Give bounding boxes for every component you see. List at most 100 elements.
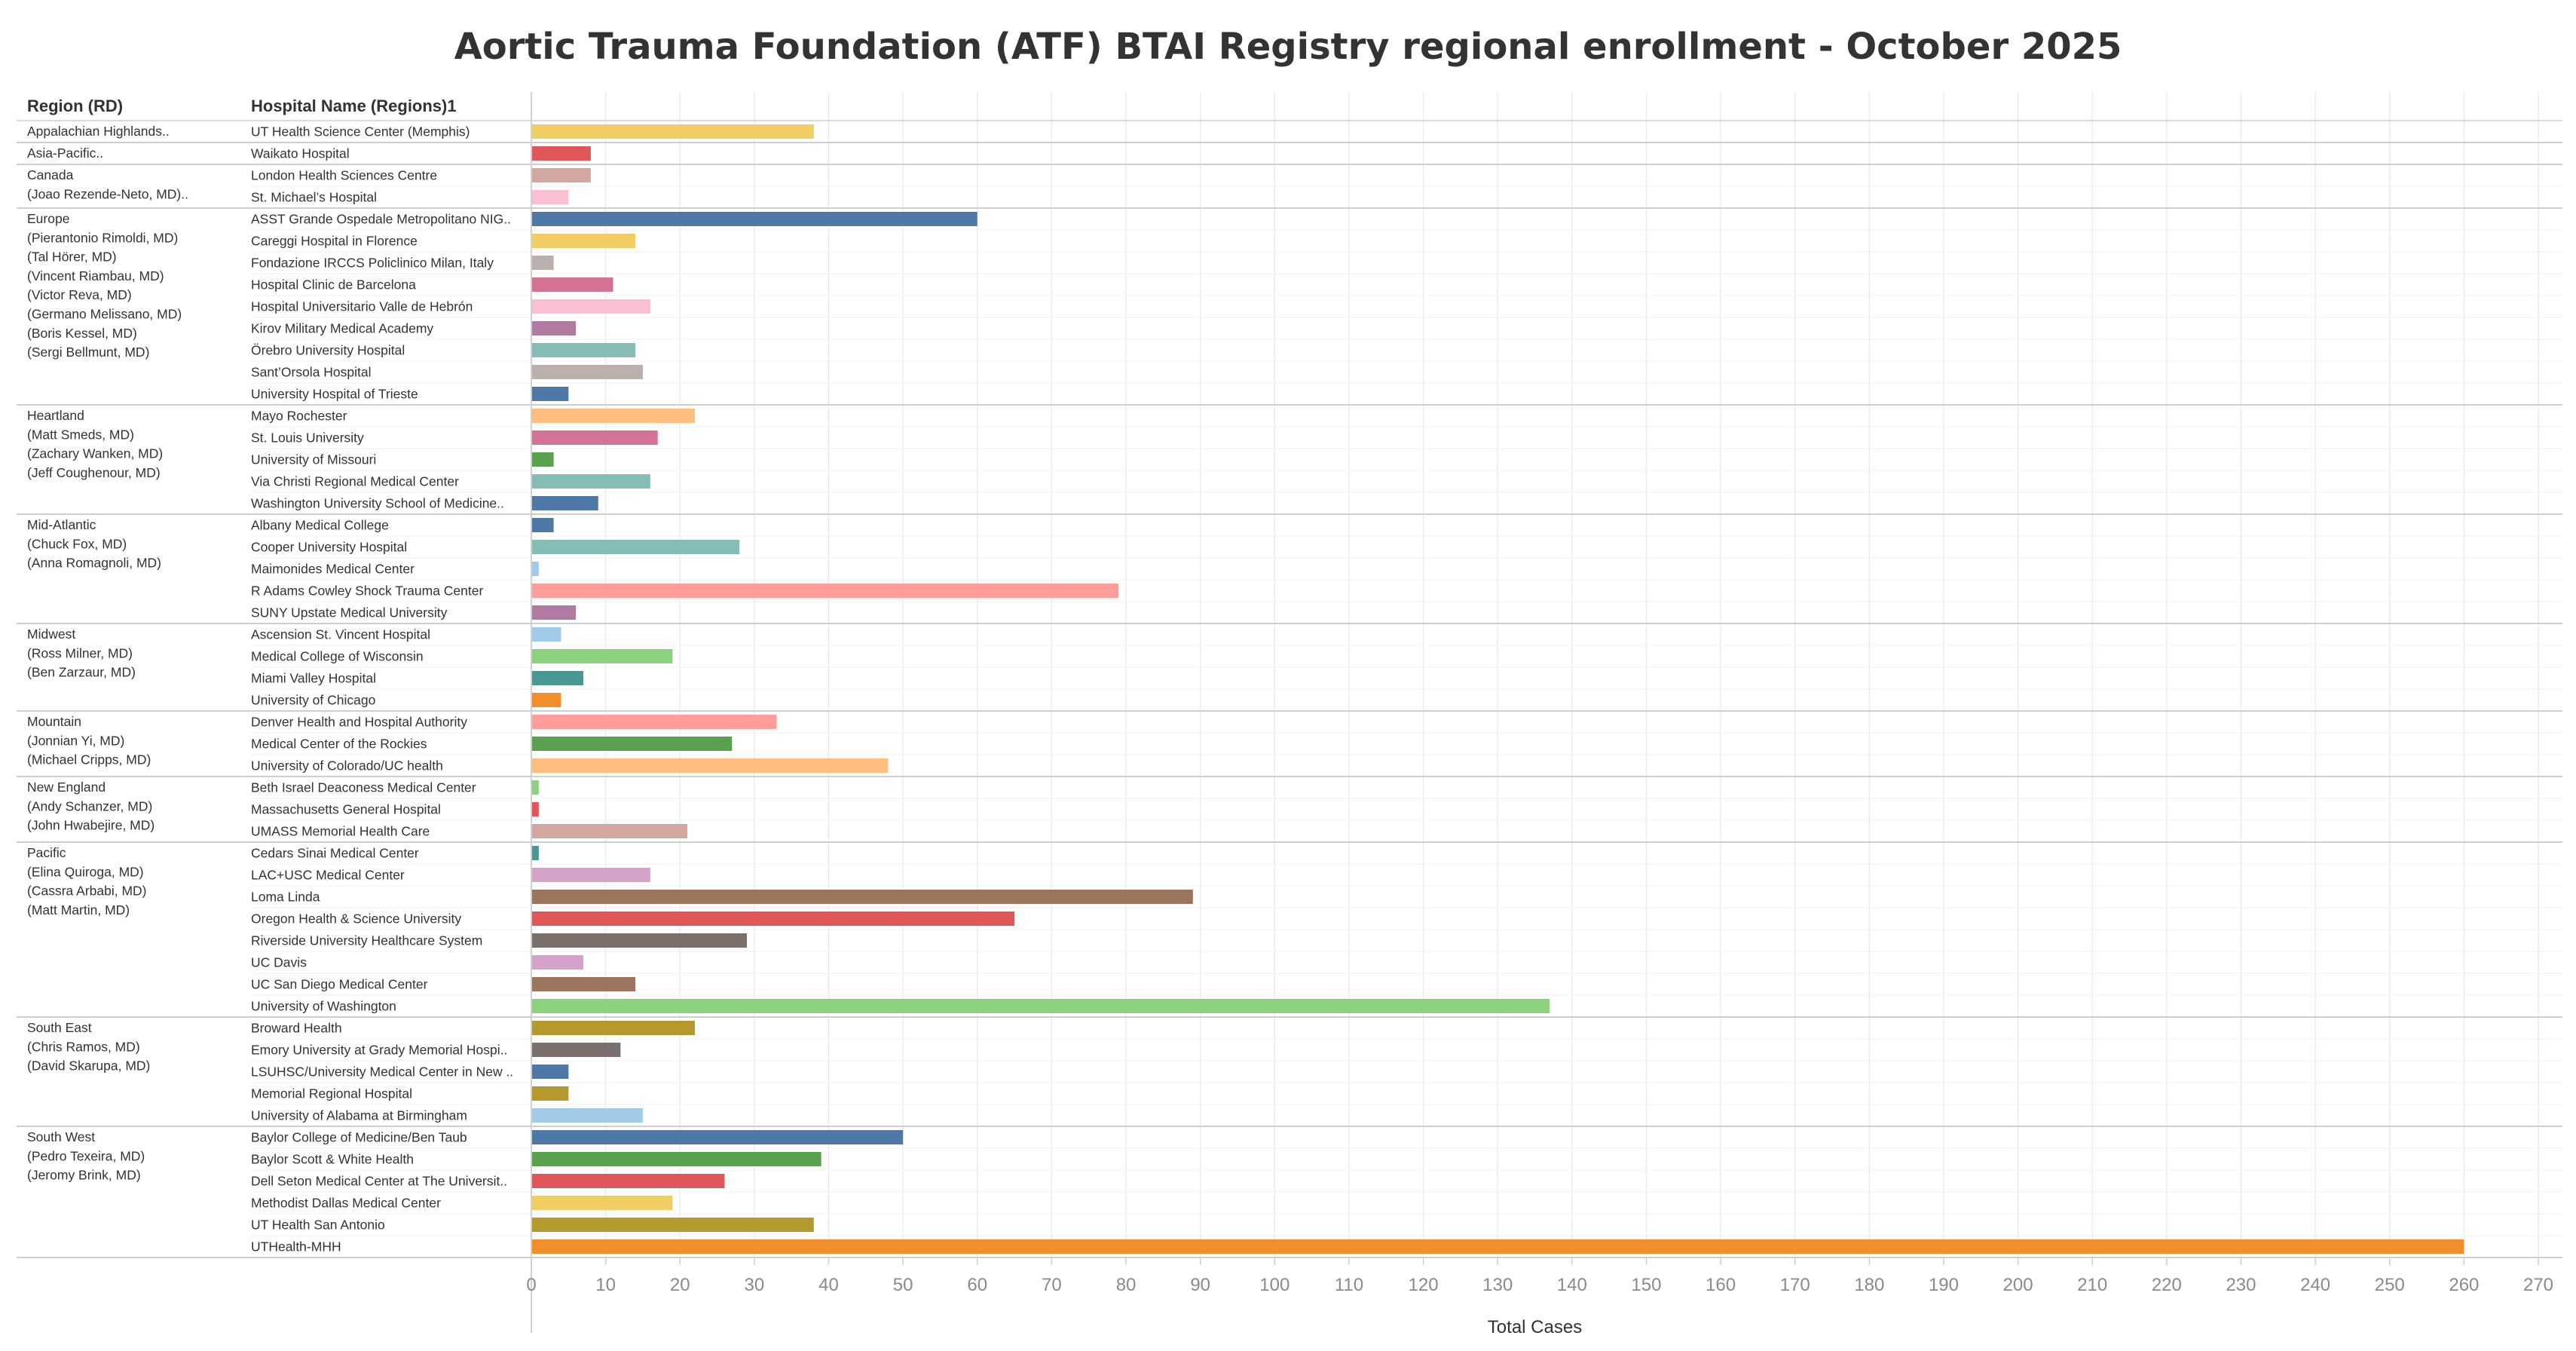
region-label: (Jonnian Yi, MD) (27, 733, 124, 748)
hospital-label: Cooper University Hospital (251, 540, 407, 555)
bar (531, 1152, 821, 1166)
region-label: (Andy Schanzer, MD) (27, 798, 152, 813)
x-tick-label: 170 (1780, 1275, 1810, 1295)
hospital-label: Memorial Regional Hospital (251, 1086, 412, 1101)
bar (531, 1174, 725, 1188)
hospital-label: University of Chicago (251, 693, 375, 708)
bar (531, 1196, 673, 1210)
bar (531, 234, 636, 248)
bar (531, 780, 539, 795)
x-tick-label: 50 (893, 1275, 913, 1295)
bar (531, 802, 539, 816)
bar (531, 955, 584, 970)
bar (531, 321, 577, 335)
region-label: (Chuck Fox, MD) (27, 536, 127, 551)
hospital-label: LAC+USC Medical Center (251, 868, 405, 883)
hospital-label: Loma Linda (251, 890, 320, 905)
x-tick-label: 180 (1854, 1275, 1884, 1295)
region-label: Pacific (27, 845, 66, 860)
hospital-label: R Adams Cowley Shock Trauma Center (251, 584, 483, 599)
x-tick-label: 210 (2077, 1275, 2107, 1295)
hospital-label: ASST Grande Ospedale Metropolitano NIG.. (251, 212, 511, 227)
hospital-label: Mayo Rochester (251, 409, 347, 424)
region-label: (Michael Cripps, MD) (27, 752, 151, 767)
hospital-label: Kirov Military Medical Academy (251, 321, 433, 336)
hospital-label: Washington University School of Medicine… (251, 496, 504, 511)
region-label: (Joao Rezende-Neto, MD).. (27, 186, 188, 201)
region-label: Appalachian Highlands.. (27, 124, 170, 139)
region-label: Europe (27, 211, 69, 226)
x-tick-label: 140 (1557, 1275, 1587, 1295)
hospital-label: St. Michael’s Hospital (251, 190, 377, 205)
x-tick-label: 120 (1409, 1275, 1439, 1295)
x-tick-label: 100 (1259, 1275, 1290, 1295)
hospital-label: Baylor College of Medicine/Ben Taub (251, 1130, 467, 1145)
region-label: Canada (27, 167, 74, 182)
x-tick-label: 130 (1482, 1275, 1513, 1295)
bar (531, 977, 636, 991)
bar (531, 758, 889, 773)
x-tick-label: 150 (1631, 1275, 1661, 1295)
region-label: (Anna Romagnoli, MD) (27, 556, 161, 571)
hospital-label: Broward Health (251, 1021, 342, 1036)
hospital-label: St. Louis University (251, 430, 364, 446)
bar (531, 605, 577, 620)
x-tick-label: 80 (1116, 1275, 1137, 1295)
bar (531, 824, 688, 838)
hospital-label: Via Christi Regional Medical Center (251, 474, 459, 489)
bar (531, 737, 733, 751)
x-tick-label: 70 (1042, 1275, 1062, 1295)
hospital-label: UT Health San Antonio (251, 1218, 385, 1233)
bar (531, 868, 650, 882)
bar (531, 518, 554, 532)
bar (531, 671, 584, 685)
bar (531, 452, 554, 467)
region-label: Mountain (27, 714, 81, 729)
bar (531, 168, 591, 182)
hospital-label: Maimonides Medical Center (251, 562, 415, 577)
region-label: (Jeromy Brink, MD) (27, 1168, 141, 1183)
hospital-label: Dell Seton Medical Center at The Univers… (251, 1174, 507, 1189)
hospital-label: Ascension St. Vincent Hospital (251, 627, 430, 642)
hospital-label: Örebro University Hospital (251, 343, 405, 358)
hospital-label: LSUHSC/University Medical Center in New … (251, 1065, 513, 1080)
bar (531, 343, 636, 357)
x-tick-label: 110 (1335, 1275, 1363, 1295)
region-label: (Germano Melissano, MD) (27, 307, 182, 322)
bar (531, 1239, 2464, 1254)
x-tick-label: 0 (526, 1275, 536, 1295)
bar (531, 474, 650, 489)
hospital-label: Hospital Universitario Valle de Hebrón (251, 299, 473, 314)
hospital-label: University of Washington (251, 999, 396, 1014)
hospital-label: Riverside University Healthcare System (251, 933, 482, 948)
region-label: South West (27, 1129, 95, 1144)
region-label: (Zachary Wanken, MD) (27, 446, 163, 461)
hospital-label: University of Colorado/UC health (251, 758, 443, 774)
region-label: (Ben Zarzaur, MD) (27, 665, 136, 680)
region-label: Midwest (27, 626, 75, 642)
region-label: (John Hwabejire, MD) (27, 818, 154, 833)
hospital-label: Massachusetts General Hospital (251, 802, 441, 817)
hospital-label: UT Health Science Center (Memphis) (251, 124, 470, 139)
x-tick-label: 190 (1929, 1275, 1959, 1295)
region-column-header: Region (RD) (27, 96, 124, 115)
x-tick-label: 240 (2300, 1275, 2330, 1295)
bar (531, 1086, 569, 1101)
region-label: Mid-Atlantic (27, 517, 96, 532)
hospital-label: Hospital Clinic de Barcelona (251, 277, 416, 293)
hospital-label: London Health Sciences Centre (251, 168, 437, 183)
bar (531, 911, 1015, 926)
region-label: (Sergi Bellmunt, MD) (27, 345, 149, 360)
hospital-label: Careggi Hospital in Florence (251, 234, 418, 249)
region-label: (Cassra Arbabi, MD) (27, 884, 147, 899)
bar (531, 190, 569, 204)
x-axis-title: Total Cases (1488, 1317, 1582, 1337)
bar (531, 1108, 643, 1123)
bar (531, 430, 658, 445)
region-label: (Pierantonio Rimoldi, MD) (27, 230, 178, 245)
bar (531, 999, 1550, 1013)
chart-title: Aortic Trauma Foundation (ATF) BTAI Regi… (454, 26, 2122, 68)
hospital-column-header: Hospital Name (Regions)1 (251, 96, 457, 115)
hospital-label: University of Alabama at Birmingham (251, 1108, 467, 1123)
